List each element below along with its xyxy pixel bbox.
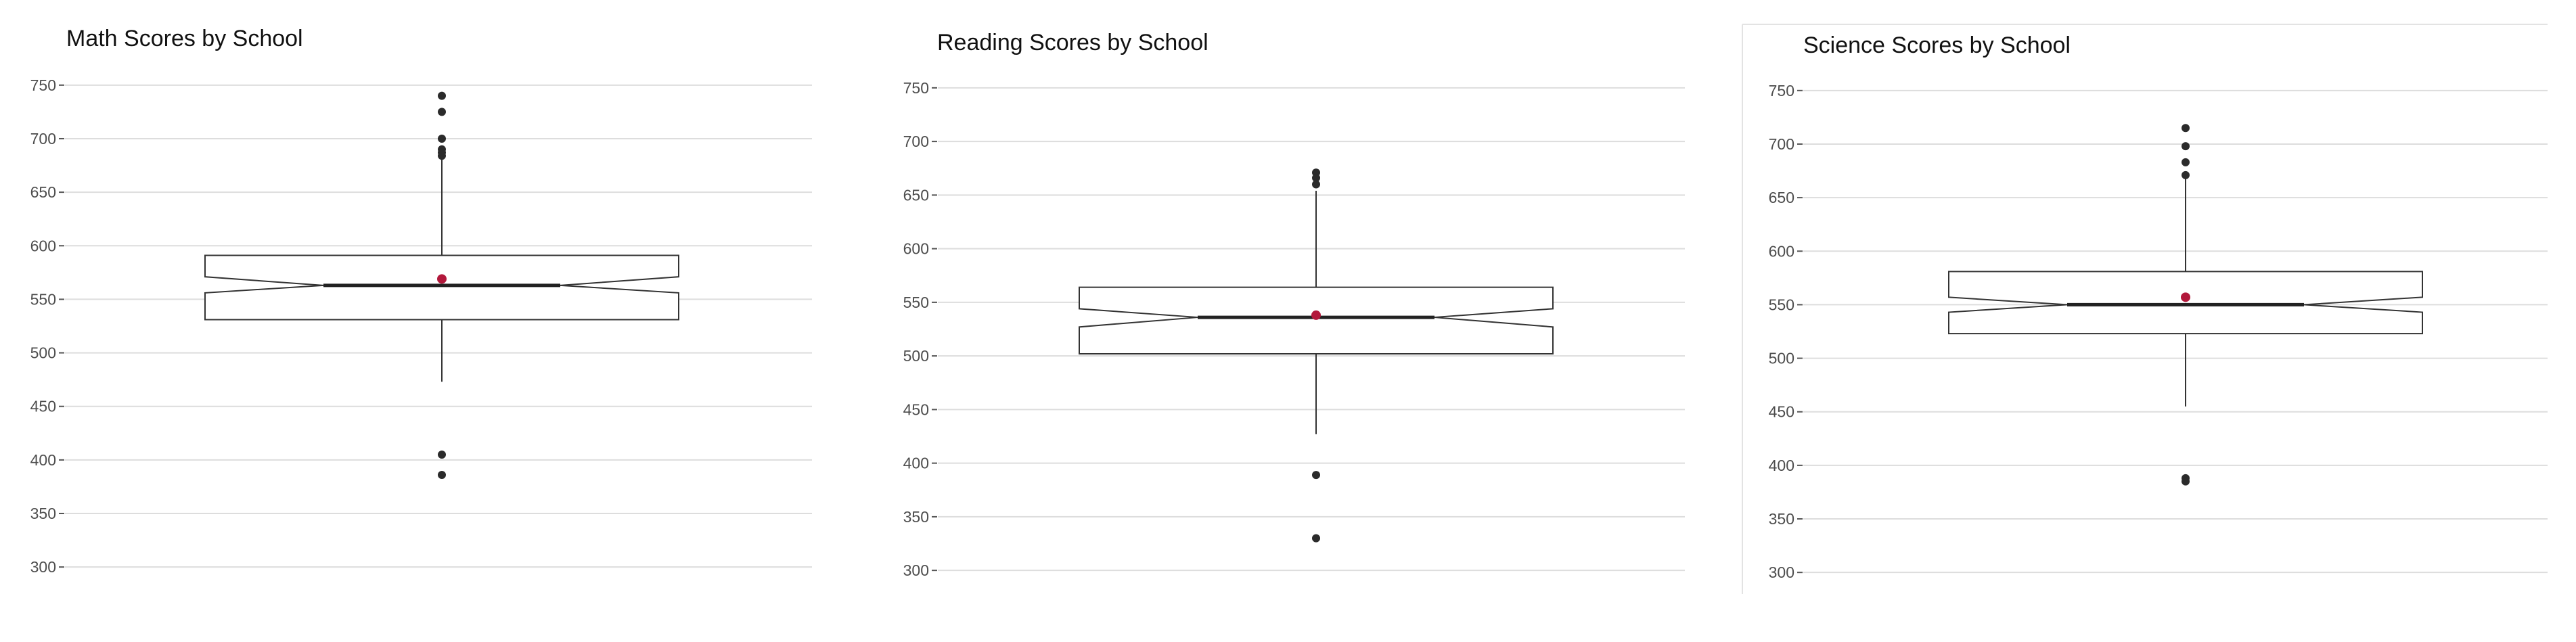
reading-outlier-3: [1312, 471, 1320, 480]
science-outlier-5: [2182, 477, 2190, 486]
science-outlier-1: [2182, 142, 2190, 151]
y-tick-label-500: 500: [30, 344, 56, 362]
y-tick-label-500: 500: [1769, 350, 1794, 367]
y-tick-label-700: 700: [903, 133, 929, 150]
y-tick-label-600: 600: [903, 240, 929, 258]
science-mean-point: [2181, 292, 2190, 302]
science-chart-title: Science Scores by School: [1803, 32, 2071, 58]
math-outlier-6: [438, 450, 446, 459]
math-outlier-5: [438, 152, 446, 160]
reading-outlier-2: [1312, 180, 1320, 189]
reading-outlier-4: [1312, 534, 1320, 543]
math-outlier-2: [438, 134, 446, 143]
math-chart: Math Scores by School 300 350 400 450 500 550 6…: [30, 26, 812, 576]
y-tick-label-450: 450: [1769, 403, 1794, 421]
math-mean-point: [437, 274, 447, 284]
y-tick-label-350: 350: [903, 508, 929, 526]
y-tick-label-650: 650: [1769, 189, 1794, 206]
y-tick-label-700: 700: [1769, 135, 1794, 153]
y-tick-label-600: 600: [30, 237, 56, 254]
reading-chart: Reading Scores by School 300 350 400 450 500 5…: [903, 30, 1685, 579]
reading-box: [1079, 286, 1554, 354]
math-chart-panel: Math Scores by School 300 350 400 450 500 550 6…: [0, 0, 832, 642]
y-tick-label-700: 700: [30, 130, 56, 147]
y-tick-label-400: 400: [903, 455, 929, 472]
y-tick-label-650: 650: [30, 183, 56, 201]
math-box: [204, 254, 679, 321]
reading-mean-point: [1311, 310, 1321, 320]
y-tick-label-400: 400: [30, 451, 56, 469]
y-tick-label-550: 550: [903, 294, 929, 311]
science-outlier-2: [2182, 158, 2190, 166]
math-outlier-0: [438, 91, 446, 100]
science-chart: Science Scores by School 300 350 400 450 500 5…: [1742, 24, 2548, 594]
science-chart-panel: Science Scores by School 300 350 400 450 500 5…: [1742, 0, 2576, 642]
y-tick-label-600: 600: [1769, 242, 1794, 260]
y-tick-label-450: 450: [30, 398, 56, 415]
science-box: [1948, 271, 2423, 335]
y-tick-label-750: 750: [1769, 82, 1794, 99]
math-outlier-7: [438, 471, 446, 480]
reading-chart-title: Reading Scores by School: [937, 30, 1208, 55]
y-tick-label-500: 500: [903, 347, 929, 365]
y-tick-label-550: 550: [1769, 296, 1794, 313]
y-tick-label-450: 450: [903, 400, 929, 418]
science-outlier-3: [2182, 170, 2190, 179]
y-tick-label-300: 300: [1769, 564, 1794, 581]
math-outlier-1: [438, 108, 446, 116]
y-tick-label-300: 300: [903, 561, 929, 579]
y-tick-label-750: 750: [30, 76, 56, 94]
y-tick-label-650: 650: [903, 186, 929, 204]
science-outlier-0: [2182, 124, 2190, 133]
y-tick-label-300: 300: [30, 558, 56, 576]
y-tick-label-350: 350: [30, 505, 56, 522]
y-tick-label-350: 350: [1769, 510, 1794, 528]
y-tick-label-550: 550: [30, 290, 56, 308]
reading-outlier-1: [1312, 174, 1320, 182]
y-tick-label-750: 750: [903, 79, 929, 97]
reading-chart-panel: Reading Scores by School 300 350 400 450 500 5…: [873, 0, 1705, 642]
y-tick-label-400: 400: [1769, 457, 1794, 474]
math-chart-title: Math Scores by School: [66, 26, 303, 51]
